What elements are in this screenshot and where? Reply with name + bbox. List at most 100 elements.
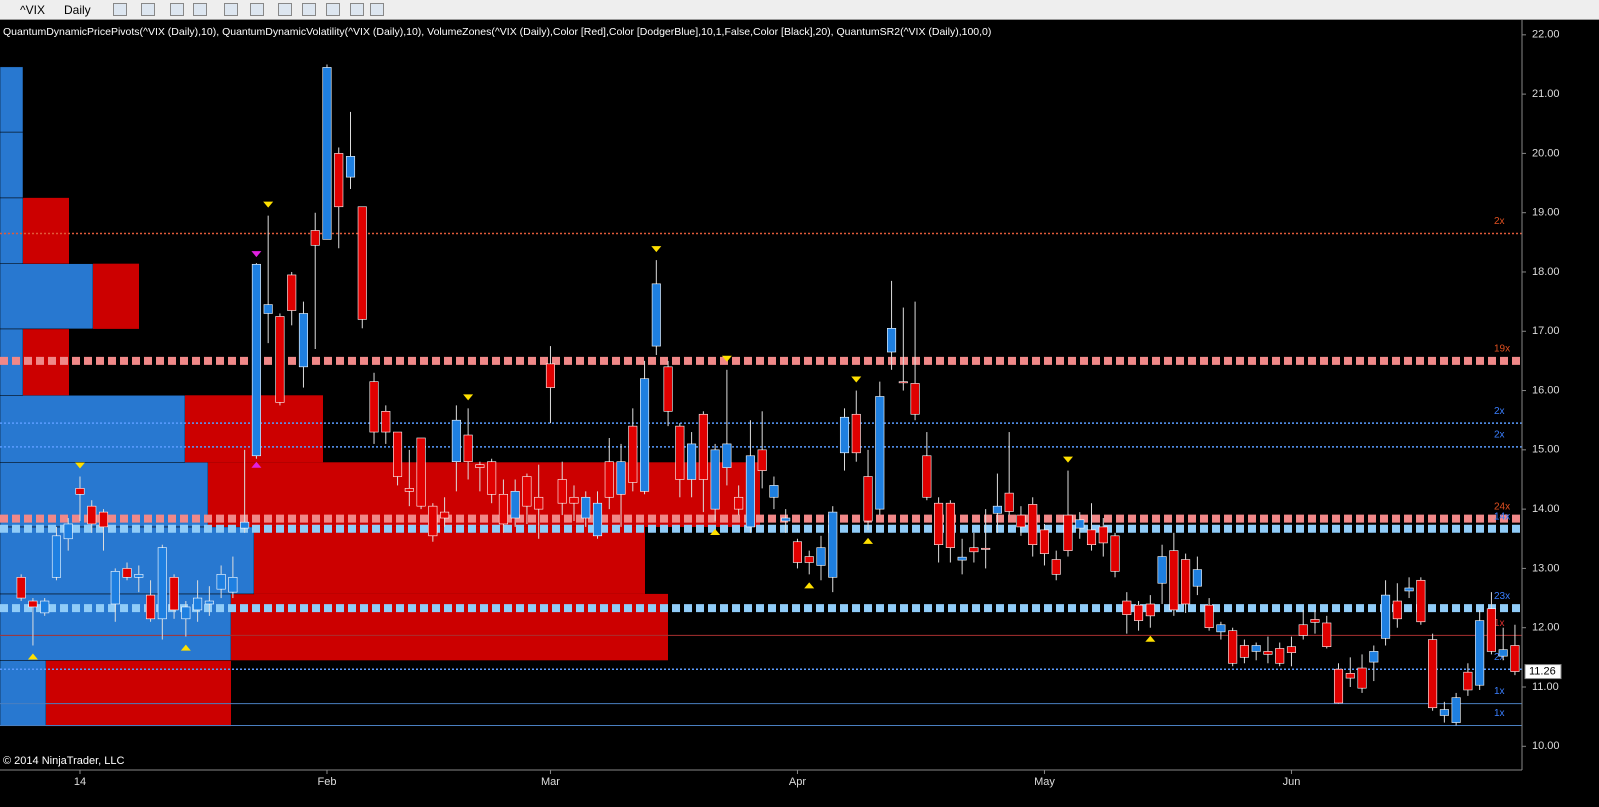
candle-body [1028,504,1038,546]
pivot-low [180,644,191,651]
candle-body [1381,594,1391,639]
candle-body [851,413,861,454]
candle-body [957,556,967,561]
pivot-high [74,462,85,469]
candle-body [487,461,497,495]
level-label: 2x [1494,430,1505,441]
candle-body [545,363,555,388]
zoom-out-button[interactable] [193,3,207,16]
candle-body [122,568,132,578]
candle-body [40,600,50,614]
candle-body [1310,619,1320,623]
interval-selector[interactable]: Daily [64,3,91,17]
y-tick-label: 12.00 [1532,622,1560,634]
indicators-button[interactable] [278,3,292,16]
chart-trader-button[interactable] [326,3,340,16]
candle-body [992,505,1002,514]
candle-body [969,547,979,553]
level-label: 19x [1494,344,1510,355]
candle-body [240,521,250,529]
candle-body [1486,608,1496,652]
candle-body [675,425,685,480]
candle-body [1510,645,1520,672]
candle-body [381,411,391,433]
candle-body [181,606,191,620]
major-pivot-high [251,251,262,258]
candle-body [1298,624,1308,636]
y-tick-label: 18.00 [1532,266,1560,278]
candle-body [1063,514,1073,551]
level-label: 24x [1494,501,1510,512]
pivot-high [1062,456,1073,463]
candle-body [792,541,802,563]
symbol-selector[interactable]: ^VIX [20,3,45,17]
data-box-button[interactable] [350,3,364,16]
level-label: 1x [1494,686,1505,697]
candle-body [1439,709,1449,716]
candle-body [1216,624,1226,633]
candles [16,64,1520,726]
cursor-button[interactable] [224,3,238,16]
candle-body [875,396,885,510]
y-tick-label: 11.00 [1532,681,1559,693]
major-pivot-low [251,461,262,468]
candle-body [451,419,461,462]
candle-body [734,496,744,510]
strategies-button[interactable] [302,3,316,16]
candle-body [1357,667,1367,689]
indicator-legend: QuantumDynamicPricePivots(^VIX (Daily),1… [3,26,991,38]
candle-body [698,413,708,480]
candle-body [604,461,614,498]
candle-body [1404,587,1414,592]
candle-body [1322,622,1332,647]
candle-body [334,153,344,208]
candle-body [134,574,144,578]
y-tick-label: 14.00 [1532,503,1560,515]
candle-body [357,206,367,320]
candle-body [216,574,226,590]
x-tick-label: May [1034,776,1055,788]
bar-type-button[interactable] [113,3,127,16]
candle-body [557,479,567,504]
pivot-low [1145,635,1156,642]
drawing-tool-button[interactable] [141,3,155,16]
candle-body [1192,569,1202,587]
x-tick-label: Feb [317,776,336,788]
search-button[interactable] [250,3,264,16]
candle-body [98,511,109,528]
properties-button[interactable] [370,3,384,16]
candle-body [887,328,897,353]
candle-body [475,464,485,468]
candle-body [863,476,873,522]
candle-body [663,366,673,412]
candle-body [922,455,932,498]
y-tick-label: 21.00 [1532,88,1560,100]
candle-body [804,556,814,563]
zone-up-volume [0,395,186,463]
candle-body [1181,559,1191,605]
candle-body [428,505,438,537]
candle-body [1275,648,1285,664]
y-tick-label: 17.00 [1532,325,1560,337]
candle-body [28,600,38,608]
zone-up-volume [0,263,94,330]
candle-body [1086,529,1097,546]
zoom-in-button[interactable] [170,3,184,16]
candle-body [416,437,426,507]
candle-body [1110,535,1120,572]
x-tick-label: Mar [541,776,560,788]
candle-body [1333,668,1344,704]
y-tick-label: 10.00 [1532,740,1560,752]
candle-body [839,416,850,454]
candle-body [263,304,273,314]
candle-body [1039,529,1049,554]
candle-body [1286,646,1296,653]
zone-down-volume [23,197,69,264]
candle-body [769,485,779,498]
candle-body [1463,671,1473,691]
pivot-high [263,201,274,208]
candle-body [16,577,26,599]
x-tick-label: 14 [74,776,86,788]
candle-body [1251,645,1261,652]
